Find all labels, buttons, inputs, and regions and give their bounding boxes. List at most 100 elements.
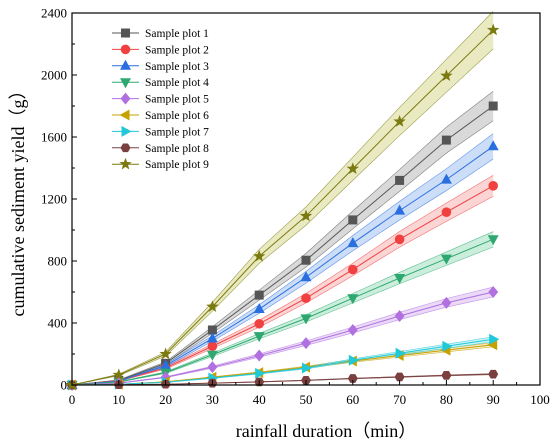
data-point [442,340,453,352]
series-line [71,105,494,386]
legend-marker [121,28,130,38]
legend-marker [120,44,131,55]
band-lower-edge [71,196,494,386]
data-point [488,286,499,298]
data-point [207,341,218,352]
data-point [112,368,125,381]
axes: 0 10 20 30 40 50 60 70 80 90 100 0 400 800 1200 1600 200… [41,6,550,408]
legend-marker [120,59,131,70]
confidence-band [72,336,494,385]
data-point [487,140,499,151]
data-point [206,350,218,361]
y-tick-label: 400 [48,316,68,331]
data-point [206,300,219,312]
data-point [348,264,358,275]
data-point [346,162,359,175]
legend-label: Sample plot 3 [145,61,209,73]
data-point [347,294,359,305]
data-point [207,361,218,374]
data-point [393,115,406,127]
band-upper-edge [71,336,494,386]
data-point [206,332,218,343]
legend-label: Sample plot 2 [145,44,209,56]
data-point [347,374,358,383]
x-tick-label: 90 [487,392,500,407]
data-point [159,347,172,360]
data-point [253,303,265,314]
data-point [395,175,405,185]
confidence-bands [71,11,494,386]
data-point [488,181,499,191]
legend-marker [120,92,131,105]
data-point [347,237,359,248]
band-upper-edge [71,231,494,386]
y-tick-label: 2400 [41,6,67,21]
data-point [394,372,405,382]
data-point [299,209,313,222]
x-tick-label: 50 [300,392,313,407]
legend-label: Sample plot 5 [145,94,209,106]
data-point [440,173,452,184]
legend-label: Sample plot 9 [145,159,209,171]
legend-label: Sample plot 4 [145,77,209,89]
x-tick-label: 10 [112,392,125,407]
x-tick-label: 30 [206,392,219,407]
y-tick-label: 1600 [41,130,67,145]
data-point [207,325,217,335]
band-upper-edge [71,133,494,386]
data-point [302,362,312,374]
data-point [347,323,358,336]
data-point [348,215,358,225]
data-point [255,367,266,379]
y-tick-label: 2000 [41,68,67,83]
series-line [71,185,494,386]
data-point [395,347,406,359]
data-point [254,349,265,362]
data-point [253,332,265,343]
x-tick-label: 70 [393,392,406,407]
data-point [394,234,405,245]
band-lower-edge [71,246,494,386]
series-line [71,291,494,386]
data-point [394,274,406,285]
x-tick-label: 100 [530,392,550,407]
data-point [160,359,172,370]
data-point [441,296,452,309]
data-point [489,333,500,345]
band-lower-edge [71,48,494,386]
data-point [253,249,266,262]
legend: Sample plot 1 Sample plot 2 Sample plot 3 S… [112,28,209,171]
data-point [487,23,500,36]
data-point [394,204,406,215]
x-tick-label: 0 [69,392,76,407]
y-tick-label: 0 [61,378,68,393]
data-point [254,290,264,300]
legend-marker [120,78,131,89]
data-point [487,339,498,351]
series-line [71,238,494,386]
legend-marker [119,157,132,170]
series-line [71,29,494,386]
data-point [487,235,499,246]
data-point [300,271,312,282]
data-point [348,354,359,366]
data-point [394,310,405,323]
x-tick-label: 40 [253,392,266,407]
data-point [441,371,452,380]
data-point [440,254,452,265]
data-point [488,101,498,111]
legend-label: Sample plot 6 [145,110,209,122]
series-line [71,145,494,386]
legend-label: Sample plot 1 [145,28,209,40]
x-tick-label: 80 [440,392,453,407]
data-point [301,293,311,304]
legend-label: Sample plot 8 [145,143,209,155]
band-upper-edge [71,11,494,386]
legend-label: Sample plot 7 [145,126,209,138]
x-tick-label: 20 [159,392,172,407]
data-point [301,255,311,265]
legend-marker [120,143,131,153]
data-point [441,135,451,145]
